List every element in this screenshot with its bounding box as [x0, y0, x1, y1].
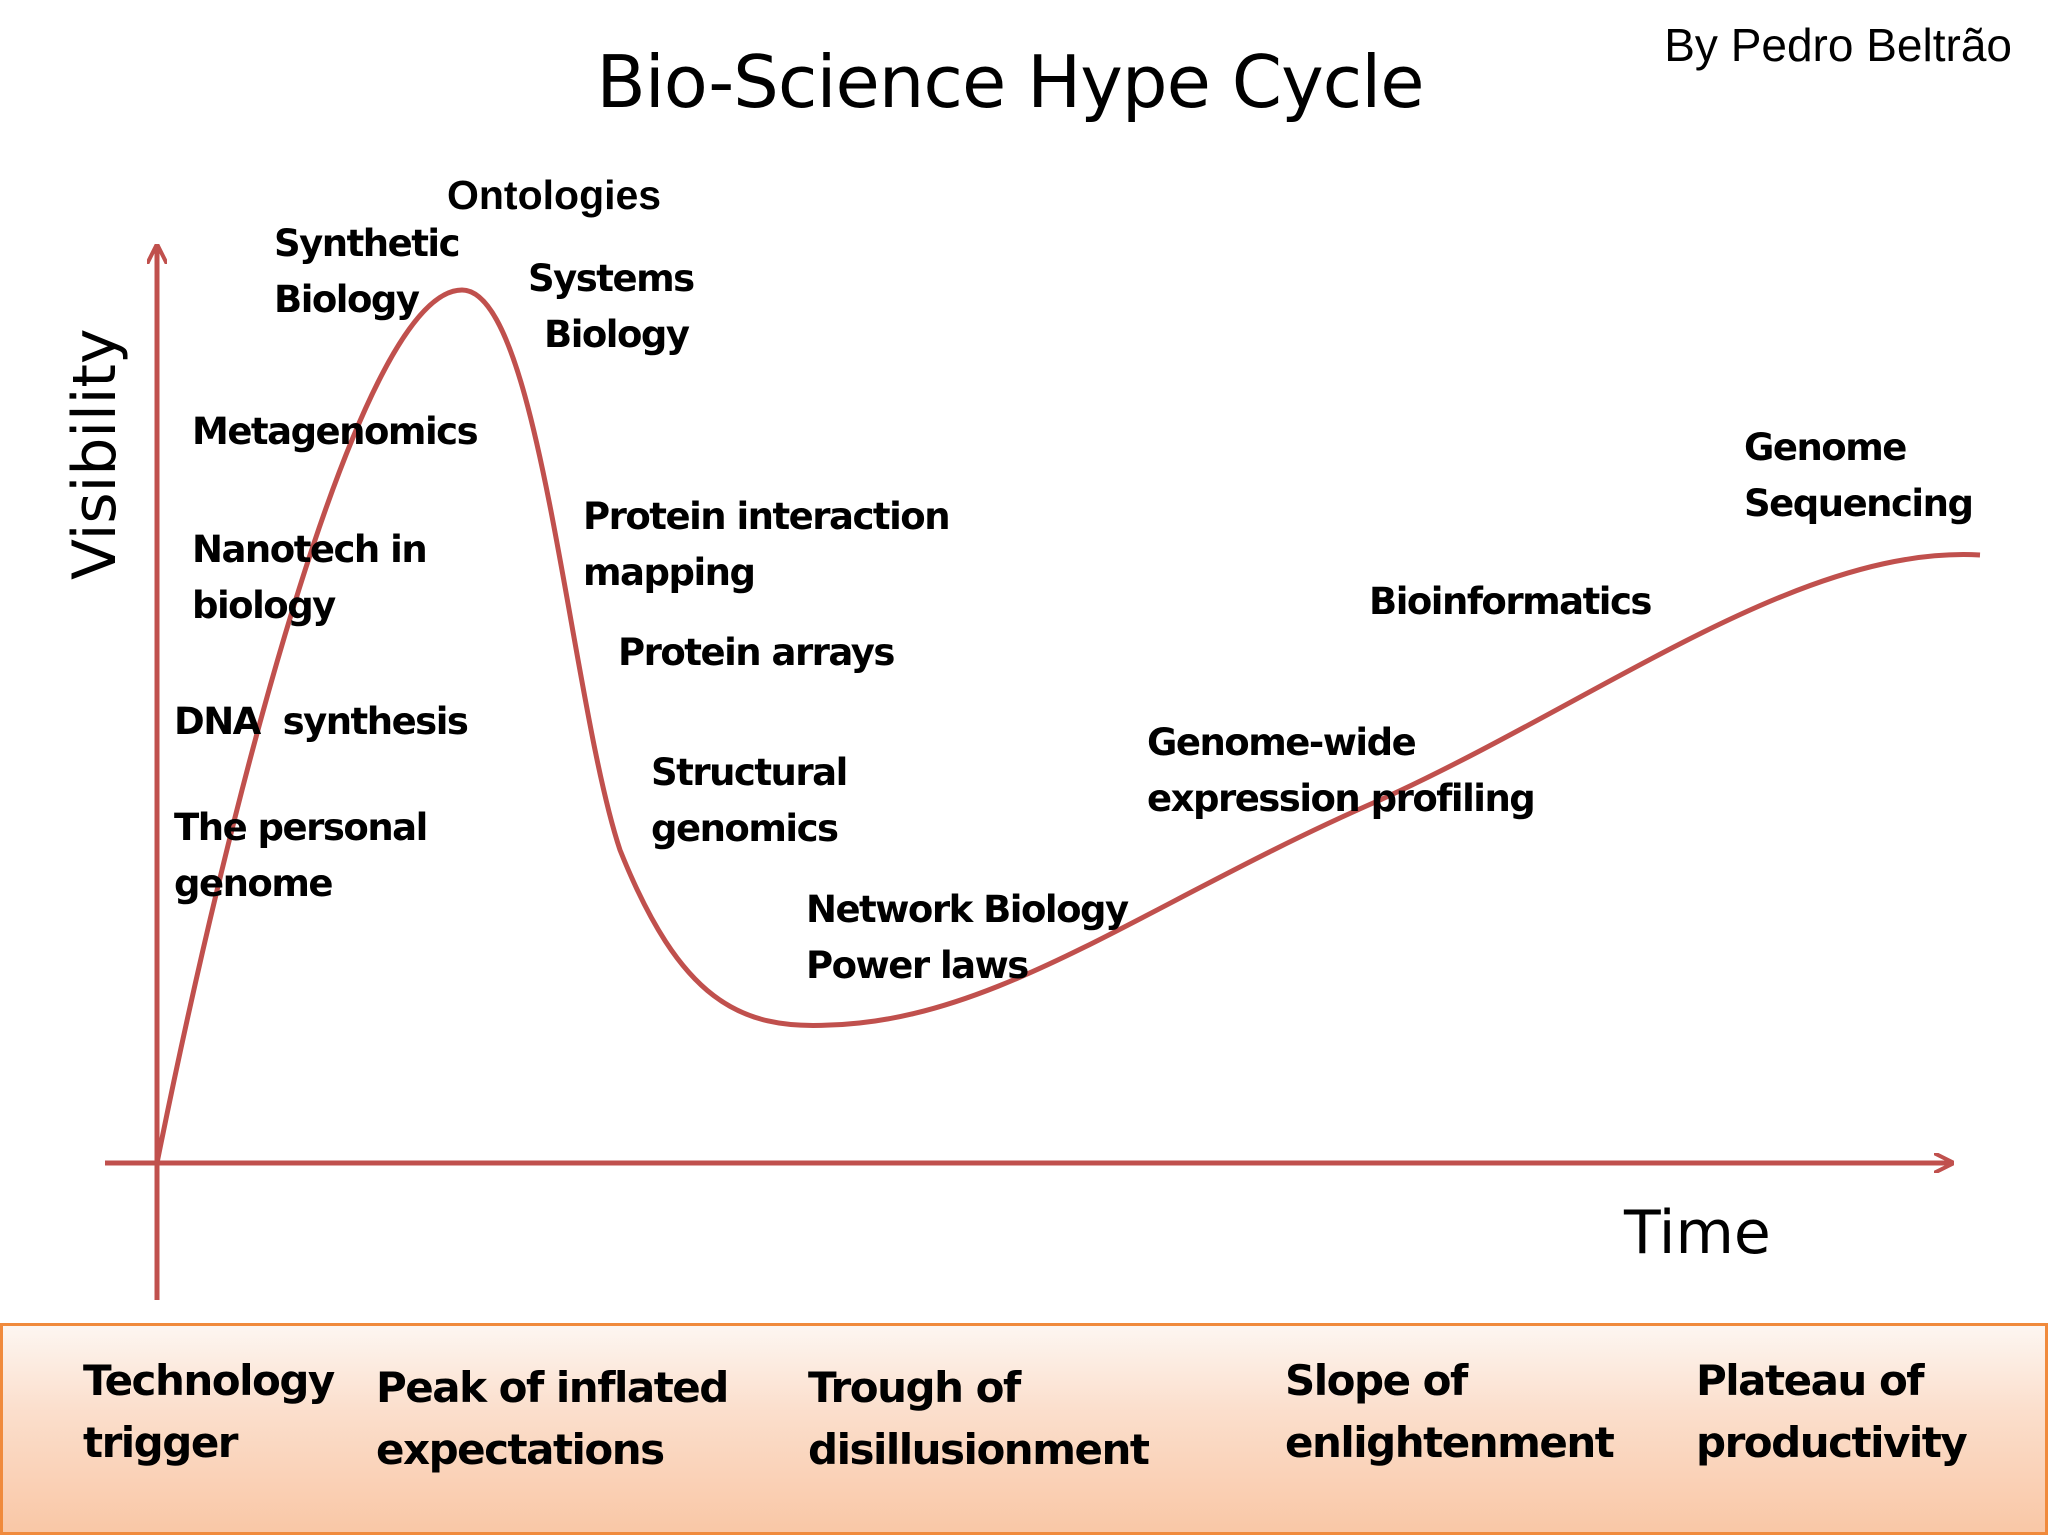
- label-genome-wide: Genome-wide expression profiling: [1147, 721, 1536, 820]
- phase-trough-of-disillusionment: Trough of disillusionment: [808, 1363, 1150, 1474]
- x-axis-label: Time: [1624, 1198, 1771, 1268]
- label-bioinformatics: Bioinformatics: [1369, 580, 1652, 623]
- label-synthetic-biology: Synthetic Biology: [274, 222, 461, 321]
- label-ontologies: Ontologies: [447, 172, 662, 218]
- y-axis-label: Visibility: [60, 328, 130, 580]
- author-credit: By Pedro Beltrão: [1664, 19, 2012, 71]
- label-metagenomics: Metagenomics: [192, 410, 479, 453]
- phase-bar: Technology trigger Peak of inflated expe…: [0, 1323, 2048, 1535]
- label-structural-genomics: Structural genomics: [651, 751, 848, 850]
- label-protein-interaction: Protein interaction mapping: [583, 495, 951, 594]
- hype-curve: [154, 287, 1981, 1164]
- label-network-biology: Network Biology Power laws: [806, 888, 1129, 987]
- phase-plateau-of-productivity: Plateau of productivity: [1696, 1356, 1968, 1467]
- phase-slope-of-enlightenment: Slope of enlightenment: [1285, 1356, 1615, 1467]
- label-genome-sequencing: Genome Sequencing: [1744, 426, 1974, 525]
- page-title: Bio-Science Hype Cycle: [596, 40, 1424, 124]
- label-protein-arrays: Protein arrays: [618, 631, 895, 674]
- label-nanotech: Nanotech in biology: [192, 528, 428, 627]
- label-personal-genome: The personal genome: [174, 806, 428, 905]
- phase-technology-trigger: Technology trigger: [83, 1356, 335, 1467]
- phase-peak-of-inflated-expectations: Peak of inflated expectations: [376, 1363, 729, 1474]
- label-systems-biology: Systems Biology: [528, 257, 695, 356]
- label-dna-synthesis: DNA synthesis: [174, 700, 469, 743]
